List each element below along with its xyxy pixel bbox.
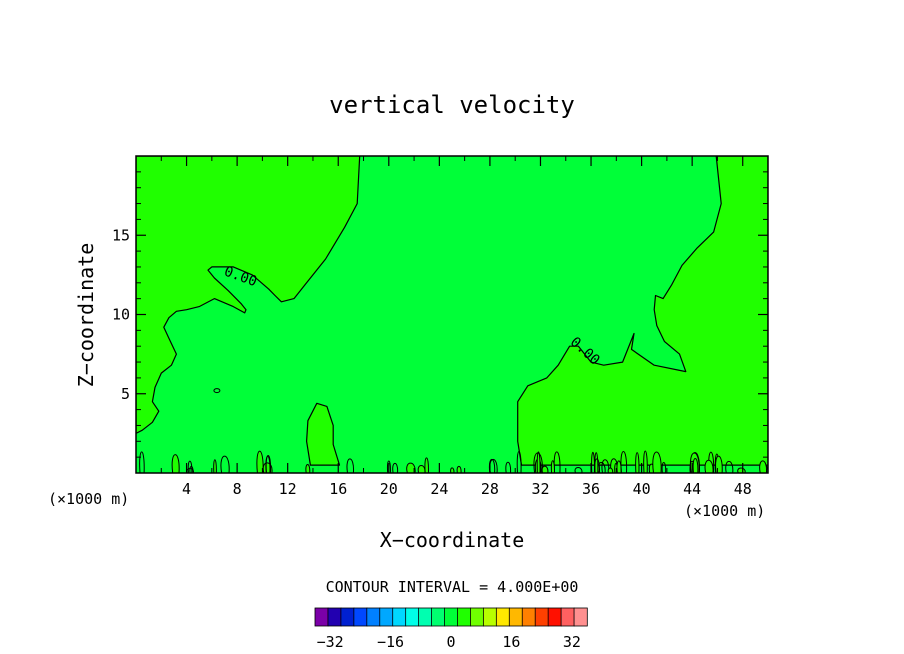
near-ground-contour <box>386 460 391 473</box>
near-ground-contour <box>715 455 723 473</box>
x-tick-label: 24 <box>430 480 448 498</box>
y-axis-label: Z−coordinate <box>74 243 98 388</box>
colorbar-swatch <box>560 607 575 627</box>
zero-contour-lower-left-blob <box>306 402 341 466</box>
colorbar-swatch <box>508 607 523 627</box>
near-ground-contour <box>550 460 555 473</box>
near-ground-contour <box>759 460 767 473</box>
near-ground-contour <box>305 464 311 473</box>
near-ground-contour <box>456 465 462 473</box>
near-ground-contour <box>591 451 595 473</box>
colorbar-swatch <box>573 607 588 627</box>
colorbar <box>314 607 588 627</box>
x-tick-label: 32 <box>531 480 549 498</box>
near-ground-contour <box>213 459 217 473</box>
colorbar-swatch <box>327 607 342 627</box>
near-ground-contour <box>607 467 614 473</box>
near-ground-contour <box>417 465 426 473</box>
colorbar-tick-label: 16 <box>502 633 520 651</box>
x-tick-label: 8 <box>233 480 242 498</box>
zero-contour-upper-left-positive <box>136 156 361 434</box>
near-ground-contour <box>406 462 416 473</box>
colorbar-swatch <box>340 607 355 627</box>
near-ground-contour <box>392 462 399 473</box>
near-ground-contour <box>256 450 264 473</box>
near-ground-contour <box>692 457 699 473</box>
chart-title: vertical velocity <box>329 91 575 119</box>
near-ground-contour <box>541 465 549 473</box>
colorbar-tick-label: −16 <box>377 633 404 651</box>
colorbar-tick-label: −32 <box>317 633 344 651</box>
x-tick-label: 44 <box>683 480 701 498</box>
colorbar-swatch <box>405 607 420 627</box>
colorbar-swatch <box>353 607 368 627</box>
colorbar-swatch <box>495 607 510 627</box>
near-ground-contour <box>643 450 648 473</box>
near-ground-contour <box>620 451 628 473</box>
x-tick-label: 12 <box>279 480 297 498</box>
colorbar-swatch <box>314 607 329 627</box>
colorbar-swatch <box>521 607 536 627</box>
x-tick-label: 36 <box>582 480 600 498</box>
near-ground-contour <box>704 459 714 473</box>
near-ground-contour <box>265 455 271 473</box>
y-tick-label: 15 <box>112 226 130 244</box>
y-tick-label: 5 <box>121 385 130 403</box>
y-tick-label: 10 <box>112 306 130 324</box>
near-ground-contour <box>189 466 194 473</box>
x-tick-label: 40 <box>633 480 651 498</box>
near-ground-contour <box>220 455 230 473</box>
near-ground-contour <box>635 452 640 473</box>
near-ground-contour <box>450 467 455 473</box>
near-ground-contour <box>139 451 145 473</box>
x-tick-label: 20 <box>380 480 398 498</box>
near-ground-contour <box>597 462 606 473</box>
colorbar-swatch <box>379 607 394 627</box>
small-closed-contour <box>213 388 221 394</box>
colorbar-swatch <box>431 607 446 627</box>
colorbar-swatch <box>482 607 498 627</box>
near-ground-contour <box>652 451 662 473</box>
zero-contour-upper-right-positive <box>517 156 768 466</box>
x-tick-label: 48 <box>734 480 752 498</box>
colorbar-swatch <box>444 607 459 627</box>
near-ground-contour <box>536 451 541 473</box>
near-ground-contour <box>171 454 180 473</box>
near-ground-contour <box>516 450 522 473</box>
near-ground-contour <box>505 461 512 473</box>
colorbar-swatch <box>547 607 562 627</box>
x-tick-label: 4 <box>182 480 191 498</box>
near-ground-contour <box>346 458 354 473</box>
near-ground-contour <box>533 452 543 473</box>
colorbar-swatch <box>470 607 485 627</box>
plot-area <box>136 156 768 473</box>
near-ground-contour <box>574 467 583 473</box>
colorbar-tick-label: 32 <box>563 633 581 651</box>
colorbar-swatch <box>457 607 472 627</box>
x-axis-unit-right: (×1000 m) <box>684 502 765 520</box>
x-axis-unit-left: (×1000 m) <box>48 490 129 508</box>
colorbar-swatch <box>366 607 381 627</box>
near-ground-contour <box>725 460 734 473</box>
x-tick-label: 16 <box>329 480 347 498</box>
near-ground-contour <box>661 462 667 473</box>
colorbar-swatch <box>392 607 407 627</box>
contour-interval-text: CONTOUR INTERVAL = 4.000E+00 <box>326 578 579 596</box>
x-axis-label: X−coordinate <box>380 528 525 552</box>
colorbar-tick-label: 0 <box>446 633 455 651</box>
x-tick-label: 28 <box>481 480 499 498</box>
colorbar-swatch <box>534 607 549 627</box>
colorbar-swatch <box>418 607 433 627</box>
